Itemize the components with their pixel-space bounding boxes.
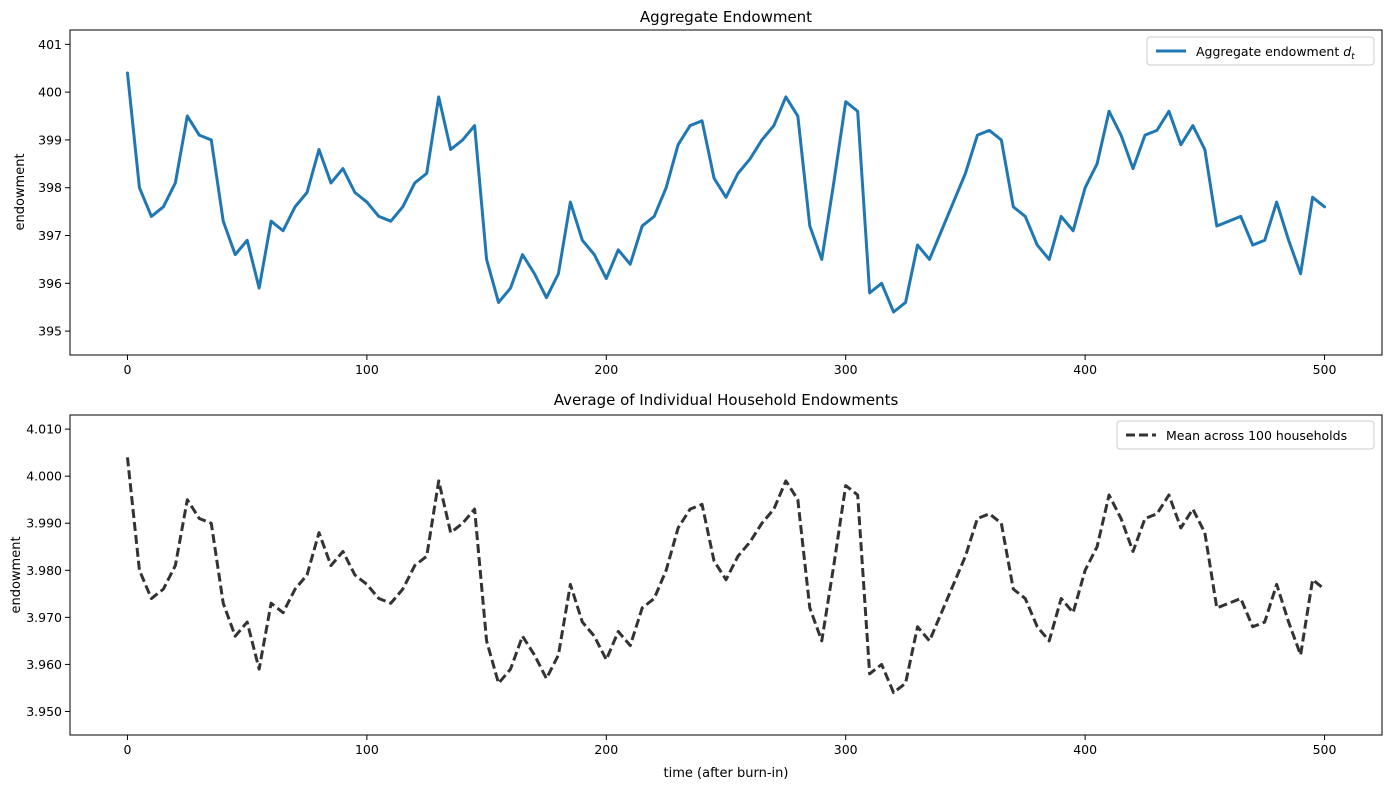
x-tick-label: 400 bbox=[1073, 362, 1097, 377]
x-tick-label: 100 bbox=[355, 742, 379, 757]
y-tick-label: 3.950 bbox=[26, 704, 62, 719]
chart-aggregate-endowment: 0 100 200 300 400 500 395 396 397 398 399 400 401 A… bbox=[13, 8, 1383, 377]
y-tick-label: 4.010 bbox=[26, 422, 62, 437]
legend-label: Aggregate endowment dt bbox=[1196, 44, 1355, 62]
x-tick-label: 0 bbox=[123, 742, 131, 757]
plot-area bbox=[70, 415, 1382, 735]
y-tick-label: 400 bbox=[38, 85, 62, 100]
legend-box bbox=[1146, 36, 1375, 66]
y-axis: 3.950 3.960 3.970 3.980 3.990 4.000 4.010 bbox=[26, 422, 70, 719]
plot-frame bbox=[69, 29, 1383, 356]
x-tick-label: 400 bbox=[1073, 742, 1097, 757]
series-layer bbox=[125, 71, 1327, 314]
x-axis: 0 100 200 300 400 500 bbox=[123, 735, 1337, 757]
plot-frame bbox=[69, 414, 1383, 736]
y-tick-label: 396 bbox=[38, 276, 62, 291]
chart-household-endowments: 0 100 200 300 400 500 3.9503.9603.9703.9803.9… bbox=[9, 391, 1383, 781]
x-axis: 0 100 200 300 400 500 bbox=[123, 355, 1337, 377]
series-line bbox=[125, 71, 1327, 314]
x-tick-label: 200 bbox=[594, 742, 618, 757]
series-line bbox=[125, 457, 1326, 695]
y-tick-label: 395 bbox=[38, 324, 62, 339]
y-tick-label: 3.980 bbox=[26, 563, 62, 578]
y-tick-label: 3.990 bbox=[26, 516, 62, 531]
legend: Mean across 100 households bbox=[1116, 420, 1375, 450]
x-tick-label: 500 bbox=[1313, 362, 1337, 377]
y-axis-label: endowment bbox=[9, 536, 24, 613]
x-tick-label: 300 bbox=[834, 742, 858, 757]
x-tick-label: 200 bbox=[594, 362, 618, 377]
series-layer bbox=[125, 457, 1326, 695]
y-tick-label: 397 bbox=[38, 228, 62, 243]
legend-label: Mean across 100 households bbox=[1166, 428, 1347, 443]
x-axis-label: time (after burn-in) bbox=[664, 766, 789, 781]
legend-box bbox=[1116, 420, 1375, 450]
x-tick-label: 100 bbox=[355, 362, 379, 377]
chart-title: Average of Individual Household Endowmen… bbox=[554, 391, 899, 409]
plot-area bbox=[70, 30, 1382, 355]
x-tick-label: 0 bbox=[123, 362, 131, 377]
y-tick-label: 398 bbox=[38, 180, 62, 195]
y-tick-label: 399 bbox=[38, 132, 62, 147]
y-tick-label: 3.970 bbox=[26, 610, 62, 625]
chart-title: Aggregate Endowment bbox=[640, 8, 812, 26]
x-tick-label: 500 bbox=[1313, 742, 1337, 757]
x-tick-label: 300 bbox=[834, 362, 858, 377]
y-axis-label: endowment bbox=[13, 153, 28, 230]
y-tick-label: 4.000 bbox=[26, 469, 62, 484]
y-axis: 395 396 397 398 399 400 401 bbox=[38, 37, 70, 339]
y-tick-label: 3.960 bbox=[26, 657, 62, 672]
y-tick-label: 401 bbox=[38, 37, 62, 52]
legend: Aggregate endowment dt bbox=[1146, 36, 1375, 66]
